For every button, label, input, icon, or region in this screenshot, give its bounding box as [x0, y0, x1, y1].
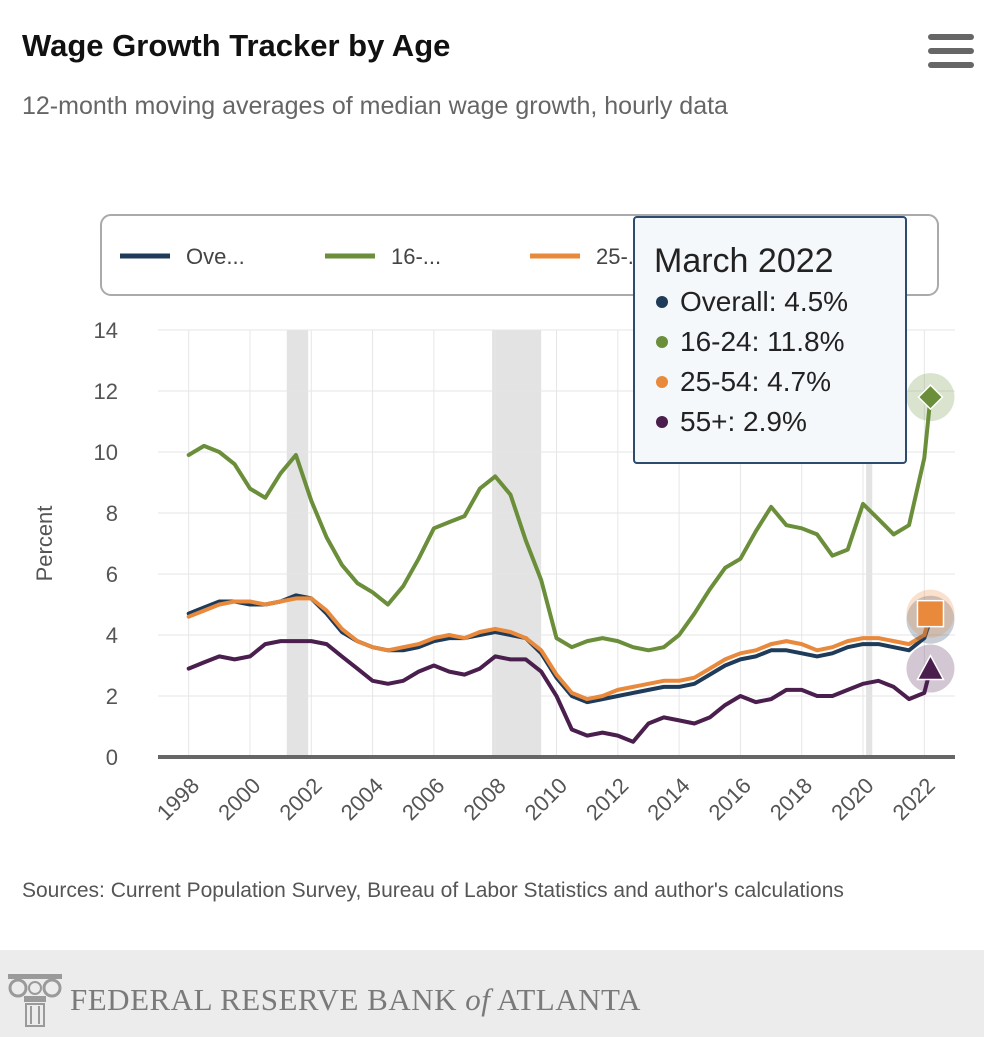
recession-band — [492, 330, 542, 757]
y-tick-label: 12 — [94, 379, 118, 404]
tooltip-bullet — [656, 416, 668, 428]
menu-bar — [928, 34, 974, 40]
x-tick-label: 2006 — [397, 773, 449, 825]
bank-name: FEDERAL RESERVE BANK of ATLANTA — [70, 982, 641, 1018]
x-tick-label: 2022 — [888, 773, 940, 825]
y-tick-label: 6 — [106, 562, 118, 587]
column-capital-logo-icon — [8, 974, 62, 1027]
x-tick-label: 2016 — [704, 773, 756, 825]
legend-item-label: 16-... — [391, 244, 441, 269]
marker-triangle — [916, 653, 945, 681]
x-tick-label: 2004 — [336, 773, 388, 825]
y-tick-label: 10 — [94, 440, 118, 465]
x-tick-label: 2018 — [765, 773, 817, 825]
recession-band — [286, 330, 309, 757]
bank-name-post: ATLANTA — [490, 982, 641, 1017]
legend-item-label: Ove... — [186, 244, 245, 269]
y-tick-label: 0 — [106, 745, 118, 770]
bank-name-pre: FEDERAL RESERVE BANK — [70, 982, 466, 1017]
menu-bar — [928, 62, 974, 68]
tooltip-title: March 2022 — [654, 242, 834, 280]
y-tick-label: 4 — [106, 623, 118, 648]
y-tick-label: 8 — [106, 501, 118, 526]
y-tick-label: 2 — [106, 684, 118, 709]
x-tick-label: 2002 — [275, 773, 327, 825]
series-line-16-24 — [186, 395, 933, 653]
series-line-55- — [186, 639, 933, 744]
marker-diamond — [917, 384, 944, 411]
tooltip-row: 16-24: 11.8% — [680, 326, 845, 357]
x-tick-label: 2014 — [642, 773, 694, 825]
tooltip-box — [633, 216, 907, 464]
hamburger-menu-icon[interactable] — [928, 34, 974, 70]
chart-subtitle: 12-month moving averages of median wage … — [22, 92, 728, 120]
recession-band — [866, 330, 873, 757]
footer-bar — [0, 950, 984, 1037]
sources-note: Sources: Current Population Survey, Bure… — [22, 879, 844, 902]
chart-title: Wage Growth Tracker by Age — [22, 28, 451, 63]
x-tick-label: 2012 — [581, 773, 633, 825]
tooltip-row: 55+: 2.9% — [680, 406, 807, 437]
bank-name-of: of — [465, 982, 491, 1017]
x-tick-label: 2020 — [826, 773, 878, 825]
tooltip-bullet — [656, 376, 668, 388]
series-line-25-54 — [186, 596, 933, 702]
tooltip-bullet — [656, 296, 668, 308]
menu-bar — [928, 48, 974, 54]
x-tick-label: 2010 — [520, 773, 572, 825]
x-tick-label: 2008 — [458, 773, 510, 825]
marker-square — [916, 599, 945, 628]
tooltip-row: 25-54: 4.7% — [680, 366, 831, 397]
y-axis-label: Percent — [32, 506, 57, 582]
tooltip-row: Overall: 4.5% — [680, 286, 848, 317]
x-tick-label: 2000 — [213, 773, 265, 825]
x-tick-label: 1998 — [152, 773, 204, 825]
y-tick-label: 14 — [94, 318, 118, 343]
tooltip-bullet — [656, 336, 668, 348]
